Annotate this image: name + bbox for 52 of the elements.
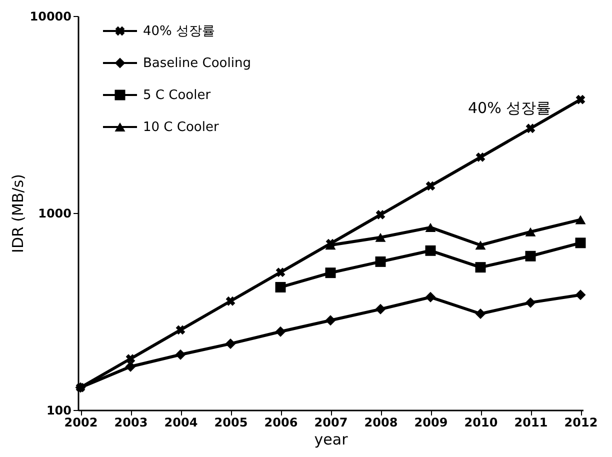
y-tick-label: 1000 <box>38 206 72 220</box>
point <box>476 152 486 162</box>
x-tick-label: 2002 <box>64 416 98 430</box>
point <box>526 124 536 134</box>
legend-label: 10 C Cooler <box>143 120 220 135</box>
point <box>276 268 286 277</box>
point <box>275 282 286 292</box>
legend-label: 5 C Cooler <box>143 88 212 103</box>
point <box>425 292 436 302</box>
point <box>225 338 236 349</box>
point <box>176 325 186 335</box>
point <box>525 297 536 308</box>
point <box>325 315 336 326</box>
point <box>575 290 586 300</box>
point <box>525 227 536 236</box>
x-axis-title: year <box>314 430 349 448</box>
x-tick-label: 2007 <box>314 416 348 430</box>
point <box>575 215 586 224</box>
x-tick-label: 2006 <box>264 416 298 430</box>
legend-label: 40% 성장률 <box>143 24 216 39</box>
point <box>375 304 386 314</box>
point <box>475 308 486 319</box>
annotation: 40% 성장률 <box>468 99 552 117</box>
point <box>375 232 386 242</box>
x-tick-label: 2011 <box>514 416 548 430</box>
point <box>175 349 186 360</box>
point <box>325 268 336 278</box>
legend-label: Baseline Cooling <box>143 56 251 71</box>
x-tick-label: 2004 <box>164 416 198 430</box>
point <box>226 296 236 306</box>
point <box>125 361 136 372</box>
y-tick-label: 100 <box>46 404 72 418</box>
point <box>425 245 436 256</box>
point <box>426 181 436 191</box>
point <box>576 94 586 104</box>
point <box>525 250 536 262</box>
point <box>376 210 386 220</box>
point <box>375 256 386 267</box>
x-tick-label: 2003 <box>114 416 148 430</box>
point <box>275 326 286 337</box>
point <box>575 238 586 248</box>
x-tick-label: 2008 <box>364 416 398 430</box>
point <box>475 240 486 250</box>
x-tick-label: 2005 <box>214 416 248 430</box>
x-tick-label: 2009 <box>414 416 448 430</box>
point <box>425 222 436 232</box>
x-tick-label: 2010 <box>464 416 498 430</box>
point <box>126 354 136 364</box>
x-tick-label: 2012 <box>564 416 598 430</box>
y-tick-label: 10000 <box>30 10 72 24</box>
point <box>475 262 486 273</box>
y-axis-title: IDR (MB/s) <box>8 174 27 253</box>
